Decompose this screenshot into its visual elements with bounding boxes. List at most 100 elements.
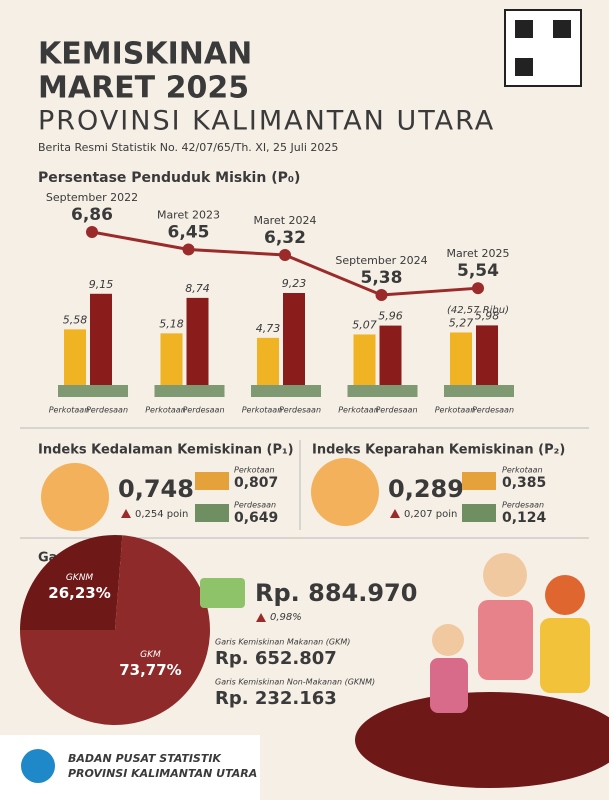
bar <box>160 333 183 385</box>
ground <box>444 385 514 397</box>
person <box>432 624 464 656</box>
bar-category: Perkotaan <box>435 406 476 415</box>
point <box>472 282 484 295</box>
up-arrow <box>390 509 400 518</box>
ground <box>58 385 128 397</box>
bar-label: 9,23 <box>282 277 307 290</box>
footer-line: BADAN PUSAT STATISTIK <box>68 752 222 765</box>
bar <box>186 297 209 385</box>
bar <box>379 325 402 385</box>
nonfood-value: Rp. 232.163 <box>215 688 337 709</box>
section-title: Persentase Penduduk Miskin (P₀) <box>38 170 300 186</box>
urban-label: Perkotaan <box>234 466 275 475</box>
change: 0,98% <box>270 612 302 623</box>
bar-category: Perdesaan <box>86 406 128 415</box>
village-icon <box>195 504 229 522</box>
pie-label: 26,23% <box>48 584 110 602</box>
total: Rp. 884.970 <box>255 579 417 607</box>
value-label: 6,45 <box>168 222 210 242</box>
food-label: Garis Kemiskinan Makanan (GKM) <box>215 638 350 647</box>
up-arrow <box>121 509 131 518</box>
city-icon <box>462 472 496 490</box>
point <box>86 226 98 238</box>
rural-value: 0,649 <box>234 510 278 526</box>
pie-slice <box>20 535 211 725</box>
category-label: Maret 2023 <box>157 208 220 221</box>
bar <box>476 325 498 385</box>
person <box>483 553 527 597</box>
bar-label: 4,73 <box>256 322 281 335</box>
rural-value: 0,124 <box>502 510 547 526</box>
title: MARET 2025 <box>38 71 249 106</box>
qr-corner <box>515 20 533 38</box>
food-value: Rp. 652.807 <box>215 648 337 669</box>
point <box>279 248 291 261</box>
bar-label: 9,15 <box>89 278 114 291</box>
index-value: 0,748 <box>118 475 194 503</box>
value-label: 6,86 <box>71 205 113 225</box>
bar-category: Perdesaan <box>375 406 417 415</box>
logo <box>21 749 55 783</box>
urban-value: 0,385 <box>502 475 546 491</box>
section-title: Indeks Kedalaman Kemiskinan (P₁) <box>38 443 294 458</box>
bar-category: Perdesaan <box>472 406 514 415</box>
value-label: 6,32 <box>264 228 306 248</box>
bar-label: 5,07 <box>352 318 377 331</box>
subtitle: PROVINSI KALIMANTAN UTARA <box>38 106 495 137</box>
bar-label: 5,98 <box>475 309 500 322</box>
title: KEMISKINAN <box>38 37 252 72</box>
bar-label: 5,96 <box>378 310 403 323</box>
bar <box>450 332 472 385</box>
bar-category: Perdesaan <box>279 406 321 415</box>
footer-line: PROVINSI KALIMANTAN UTARA <box>68 767 257 780</box>
urban-value: 0,807 <box>234 475 278 491</box>
avatar <box>41 463 109 531</box>
bar-category: Perkotaan <box>242 406 283 415</box>
category-label: September 2022 <box>46 191 138 204</box>
pie-category: GKM <box>140 650 161 660</box>
category-label: Maret 2025 <box>446 247 509 260</box>
value-label: 5,54 <box>457 261 499 281</box>
rural-label: Perdesaan <box>502 501 544 510</box>
person <box>545 575 585 615</box>
bar-label: 5,18 <box>159 317 184 330</box>
person <box>540 618 590 693</box>
bar-category: Perkotaan <box>338 406 379 415</box>
qr-corner <box>553 20 571 38</box>
pie-category: GKNM <box>66 573 94 583</box>
bar-category: Perkotaan <box>49 406 90 415</box>
up-arrow <box>256 613 266 622</box>
category-label: September 2024 <box>335 254 427 267</box>
bar-category: Perkotaan <box>145 406 186 415</box>
rural-label: Perdesaan <box>234 501 276 510</box>
nonfood-label: Garis Kemiskinan Non-Makanan (GKNM) <box>215 678 375 687</box>
avatar <box>311 458 379 526</box>
pie-label: 73,77% <box>119 661 181 679</box>
ground <box>347 385 418 397</box>
ground <box>154 385 225 397</box>
ground <box>251 385 321 397</box>
section-title: Indeks Keparahan Kemiskinan (P₂) <box>312 443 565 458</box>
bar <box>353 334 376 385</box>
bar <box>257 337 279 385</box>
urban-label: Perkotaan <box>502 466 543 475</box>
release: Berita Resmi Statistik No. 42/07/65/Th. … <box>38 141 338 154</box>
note: (42,57 Ribu) <box>447 305 509 316</box>
change: 0,254 poin <box>135 509 188 520</box>
money-icon <box>200 578 245 608</box>
bar-label: 5,27 <box>449 316 474 329</box>
category-label: Maret 2024 <box>253 214 316 227</box>
pie-slice <box>20 535 123 630</box>
person <box>430 658 468 713</box>
bar-category: Perdesaan <box>182 406 224 415</box>
city-icon <box>195 472 229 490</box>
qr-corner <box>515 58 533 76</box>
change: 0,207 poin <box>404 509 457 520</box>
bar <box>64 329 86 385</box>
index-value: 0,289 <box>388 475 464 503</box>
bar-label: 8,74 <box>185 282 210 295</box>
bar-label: 5,58 <box>63 313 88 326</box>
village-icon <box>462 504 496 522</box>
